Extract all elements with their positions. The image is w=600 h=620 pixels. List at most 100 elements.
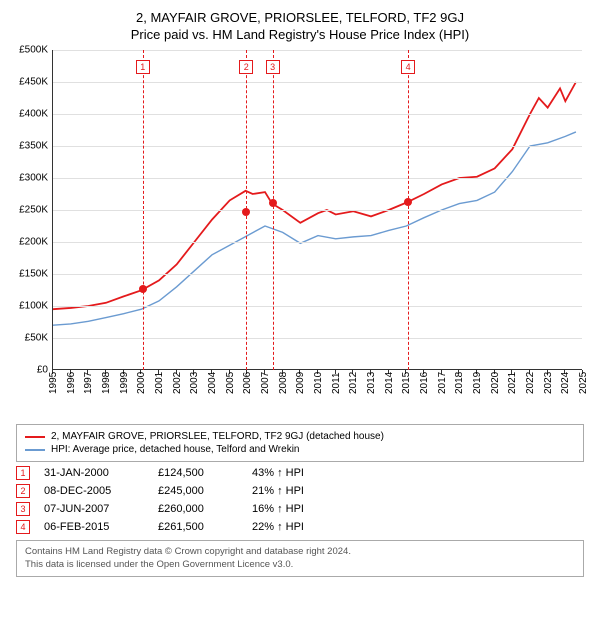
x-tick-label: 2019 — [472, 372, 483, 394]
event-date: 31-JAN-2000 — [44, 467, 144, 479]
y-tick-label: £350K — [19, 141, 48, 152]
event-vline — [408, 50, 409, 370]
series-line — [53, 82, 576, 309]
gridline — [53, 178, 582, 179]
chart-subtitle: Price paid vs. HM Land Registry's House … — [8, 27, 592, 42]
event-number-box: 1 — [16, 466, 30, 480]
x-tick-label: 2004 — [207, 372, 218, 394]
x-tick-label: 1998 — [101, 372, 112, 394]
legend-swatch — [25, 449, 45, 451]
legend: 2, MAYFAIR GROVE, PRIORSLEE, TELFORD, TF… — [16, 424, 584, 462]
x-tick-label: 2014 — [384, 372, 395, 394]
event-price: £261,500 — [158, 521, 238, 533]
gridline — [53, 210, 582, 211]
x-tick-label: 2021 — [507, 372, 518, 394]
y-axis: £0£50K£100K£150K£200K£250K£300K£350K£400… — [8, 50, 52, 370]
x-tick-label: 1995 — [48, 372, 59, 394]
chart-container: 2, MAYFAIR GROVE, PRIORSLEE, TELFORD, TF… — [0, 0, 600, 585]
gridline — [53, 146, 582, 147]
x-tick-label: 2008 — [278, 372, 289, 394]
event-point — [269, 199, 277, 207]
x-tick-label: 2015 — [401, 372, 412, 394]
event-hpi-diff: 16% ↑ HPI — [252, 503, 584, 515]
x-tick-label: 2001 — [154, 372, 165, 394]
footer-line1: Contains HM Land Registry data © Crown c… — [25, 545, 575, 558]
event-label-box: 3 — [266, 60, 280, 74]
gridline — [53, 242, 582, 243]
x-tick-label: 2017 — [437, 372, 448, 394]
event-row: 208-DEC-2005£245,00021% ↑ HPI — [16, 484, 584, 498]
x-tick-label: 2020 — [490, 372, 501, 394]
event-point — [404, 198, 412, 206]
event-number-box: 2 — [16, 484, 30, 498]
x-tick-label: 2024 — [560, 372, 571, 394]
footer-line2: This data is licensed under the Open Gov… — [25, 558, 575, 571]
event-point — [242, 208, 250, 216]
x-tick-label: 2007 — [260, 372, 271, 394]
y-tick-label: £250K — [19, 205, 48, 216]
event-price: £124,500 — [158, 467, 238, 479]
event-label-box: 2 — [239, 60, 253, 74]
chart-title: 2, MAYFAIR GROVE, PRIORSLEE, TELFORD, TF… — [8, 10, 592, 25]
legend-row: HPI: Average price, detached house, Telf… — [25, 444, 575, 455]
y-tick-label: £450K — [19, 77, 48, 88]
x-tick-label: 2016 — [419, 372, 430, 394]
event-row: 1 31-JAN-2000 £124,500 43% ↑ HPI — [16, 466, 584, 480]
x-tick-label: 1999 — [119, 372, 130, 394]
legend-row: 2, MAYFAIR GROVE, PRIORSLEE, TELFORD, TF… — [25, 431, 575, 442]
x-tick-label: 2000 — [136, 372, 147, 394]
y-tick-label: £200K — [19, 237, 48, 248]
x-tick-label: 1997 — [83, 372, 94, 394]
y-tick-label: £500K — [19, 45, 48, 56]
plot-area: 1 23 4 — [52, 50, 582, 370]
x-tick-label: 1996 — [66, 372, 77, 394]
x-axis: 1995199619971998199920002001200220032004… — [52, 370, 582, 420]
events-table: 1 31-JAN-2000 £124,500 43% ↑ HPI 2 08-DEC-200… — [16, 466, 584, 534]
gridline — [53, 306, 582, 307]
gridline — [53, 274, 582, 275]
event-date: 07-JUN-2007 — [44, 503, 144, 515]
x-tick-label: 2009 — [295, 372, 306, 394]
x-tick-label: 2012 — [348, 372, 359, 394]
legend-label: HPI: Average price, detached house, Telf… — [51, 444, 300, 455]
event-label-box: 4 — [401, 60, 415, 74]
event-label-box: 1 — [136, 60, 150, 74]
x-tick-label: 2025 — [578, 372, 589, 394]
y-tick-label: £0 — [37, 365, 48, 376]
event-vline — [273, 50, 274, 370]
event-hpi-diff: 21% ↑ HPI — [252, 485, 584, 497]
event-point — [139, 285, 147, 293]
x-tick-label: 2010 — [313, 372, 324, 394]
event-number-box: 4 — [16, 520, 30, 534]
x-tick-label: 2005 — [225, 372, 236, 394]
gridline — [53, 114, 582, 115]
x-tick-label: 2023 — [543, 372, 554, 394]
gridline — [53, 338, 582, 339]
event-vline — [143, 50, 144, 370]
y-tick-label: £400K — [19, 109, 48, 120]
gridline — [53, 50, 582, 51]
event-date: 08-DEC-2005 — [44, 485, 144, 497]
event-number-box: 3 — [16, 502, 30, 516]
legend-label: 2, MAYFAIR GROVE, PRIORSLEE, TELFORD, TF… — [51, 431, 384, 442]
y-tick-label: £50K — [25, 333, 48, 344]
event-date: 06-FEB-2015 — [44, 521, 144, 533]
x-tick-label: 2022 — [525, 372, 536, 394]
gridline — [53, 82, 582, 83]
series-line — [53, 132, 576, 325]
y-tick-label: £100K — [19, 301, 48, 312]
event-price: £260,000 — [158, 503, 238, 515]
legend-swatch — [25, 436, 45, 438]
chart-area: £0£50K£100K£150K£200K£250K£300K£350K£400… — [8, 50, 592, 420]
x-tick-label: 2018 — [454, 372, 465, 394]
y-tick-label: £150K — [19, 269, 48, 280]
x-tick-label: 2002 — [172, 372, 183, 394]
x-tick-label: 2006 — [242, 372, 253, 394]
x-tick-label: 2013 — [366, 372, 377, 394]
event-row: 3 07-JUN-2007 £260,000 16% ↑ HPI — [16, 502, 584, 516]
x-tick-label: 2011 — [331, 372, 342, 394]
footer-attribution: Contains HM Land Registry data © Crown c… — [16, 540, 584, 577]
event-hpi-diff: 43% ↑ HPI — [252, 467, 584, 479]
event-row: 4 06-FEB-2015 £261,500 22% ↑ HPI — [16, 520, 584, 534]
event-hpi-diff: 22% ↑ HPI — [252, 521, 584, 533]
